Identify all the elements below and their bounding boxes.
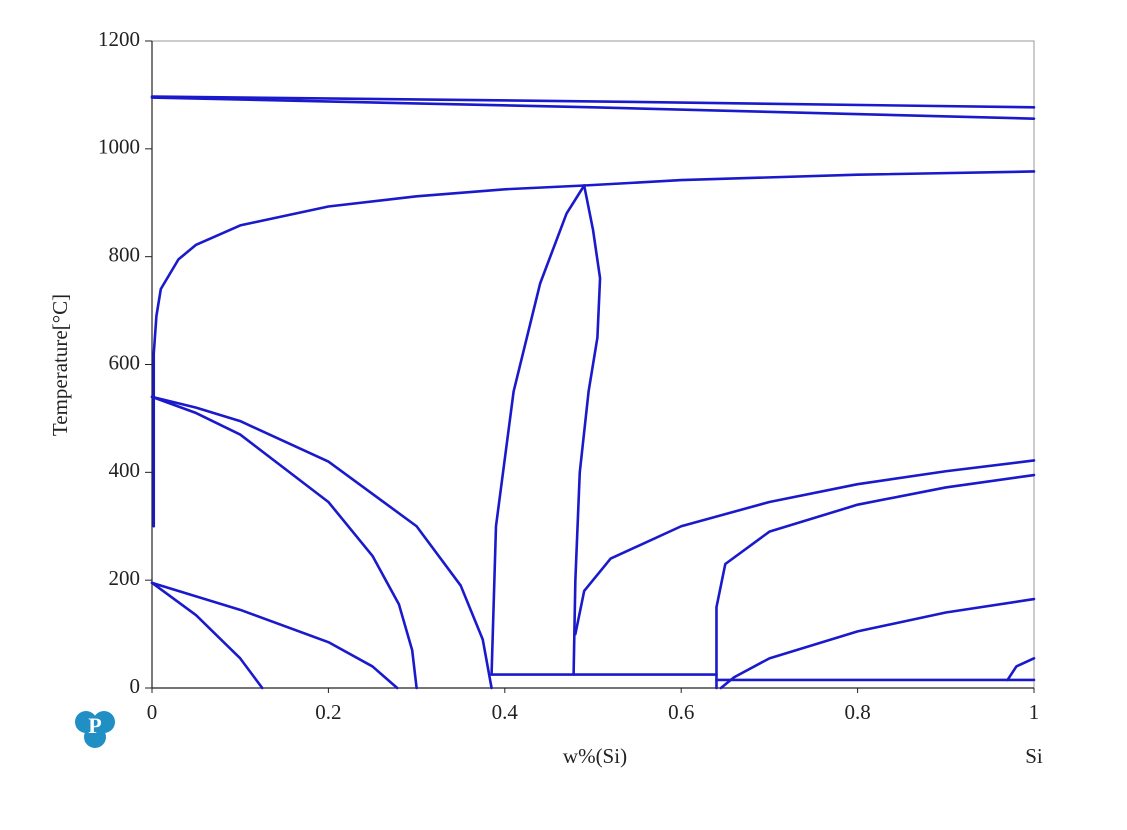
logo-text: P (88, 713, 101, 738)
phase-boundary (574, 459, 1036, 636)
phase-boundary (150, 581, 399, 690)
y-tick-label: 400 (109, 458, 141, 482)
phase-boundary (150, 395, 418, 690)
y-tick-label: 600 (109, 350, 141, 374)
x-tick-label: 0.8 (844, 700, 870, 724)
x-tick-label: 0.2 (315, 700, 341, 724)
x-tick-label: 0.4 (492, 700, 519, 724)
y-tick-label: 1000 (98, 135, 140, 159)
y-tick-label: 200 (109, 566, 141, 590)
phase-boundary (150, 395, 493, 690)
phase-boundary (150, 95, 1036, 109)
x-tick-label: 1 (1029, 700, 1040, 724)
annotation: Si (1025, 744, 1043, 768)
phase-boundary (150, 96, 1036, 120)
phase-boundary (572, 184, 602, 676)
phase-boundary (719, 597, 1036, 690)
y-tick-label: 800 (109, 242, 141, 266)
y-tick-label: 1200 (98, 27, 140, 51)
y-tick-label: 0 (130, 674, 141, 698)
phase-boundary (152, 170, 1036, 356)
phase-boundary (1006, 657, 1036, 682)
x-tick-label: 0.6 (668, 700, 694, 724)
logo-shape (84, 726, 106, 748)
phase-boundary (715, 473, 1036, 690)
logo: P (75, 711, 115, 748)
x-tick-label: 0 (147, 700, 158, 724)
phase-boundary (150, 581, 264, 690)
phase-boundary (490, 184, 586, 676)
x-axis-label: w%(Si) (563, 744, 627, 768)
y-axis-label: Temperature[°C] (48, 294, 72, 436)
